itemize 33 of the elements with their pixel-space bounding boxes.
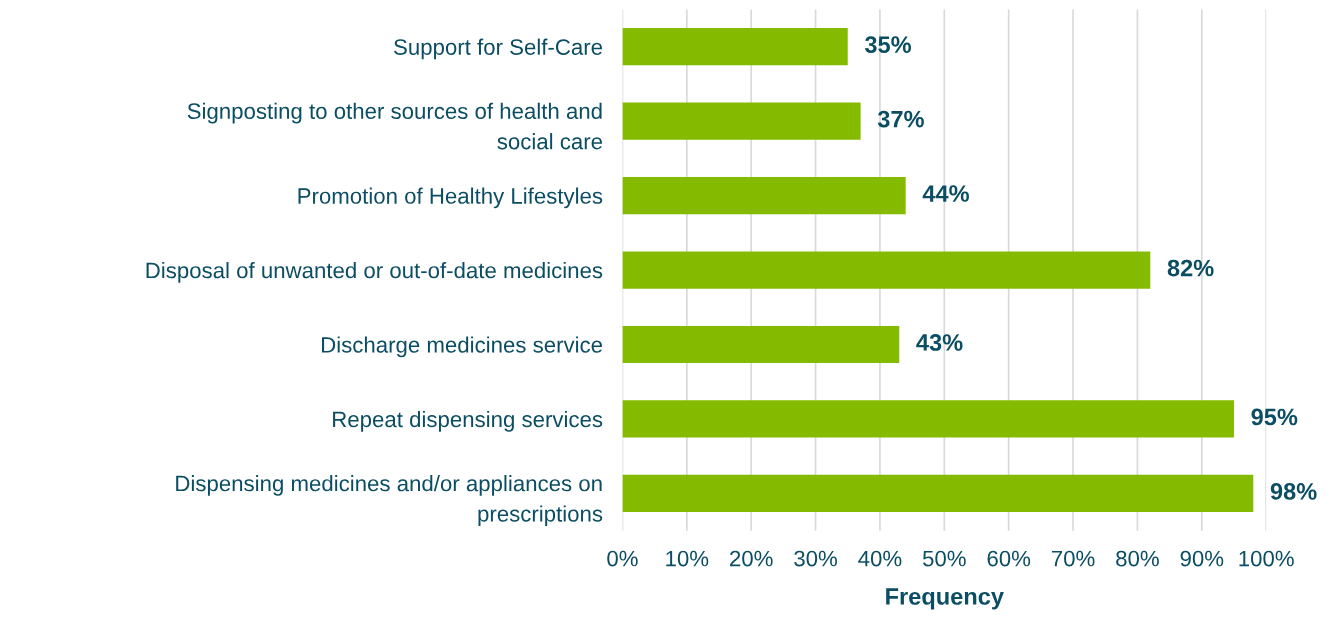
x-tick-label: 80% bbox=[1116, 550, 1159, 567]
bar bbox=[622, 251, 1151, 289]
x-tick-label: 70% bbox=[1051, 550, 1095, 567]
x-tick-label: 30% bbox=[794, 550, 837, 567]
x-tick-label: 60% bbox=[987, 550, 1031, 567]
bar bbox=[622, 400, 1234, 438]
bar bbox=[622, 176, 906, 215]
data-label: 43% bbox=[916, 334, 963, 351]
y-tick-label: Disposal of unwanted or out-of-date medicines bbox=[146, 261, 603, 283]
y-tick-label: Signposting to other sources of health and social care bbox=[187, 102, 603, 150]
y-tick-label: Discharge medicines service bbox=[322, 336, 603, 358]
data-label: 98% bbox=[1270, 483, 1317, 500]
x-tick-label: 40% bbox=[858, 550, 902, 567]
bar bbox=[622, 474, 1254, 513]
x-tick-label: 20% bbox=[730, 550, 773, 567]
data-label: 95% bbox=[1251, 408, 1298, 426]
data-label: 44% bbox=[922, 185, 969, 202]
bar bbox=[622, 325, 900, 364]
x-tick-label: 100% bbox=[1239, 550, 1294, 567]
bar bbox=[622, 28, 848, 66]
y-tick-label: Support for Self-Care bbox=[394, 38, 603, 60]
y-tick-label: Dispensing medicines and/or appliances on prescriptions bbox=[176, 475, 603, 527]
x-tick-label: 10% bbox=[666, 550, 709, 567]
bar bbox=[622, 102, 861, 140]
x-tick-label: 90% bbox=[1180, 550, 1224, 567]
data-label: 82% bbox=[1167, 259, 1214, 277]
x-tick-label: 50% bbox=[922, 550, 966, 567]
y-tick-label: Promotion of Healthy Lifestyles bbox=[298, 187, 603, 209]
data-label: 37% bbox=[877, 110, 924, 128]
x-tick-label: 0% bbox=[607, 550, 638, 567]
y-tick-label: Repeat dispensing services bbox=[333, 410, 603, 432]
data-label: 35% bbox=[864, 36, 912, 54]
x-axis-title: Frequency bbox=[886, 588, 1004, 610]
